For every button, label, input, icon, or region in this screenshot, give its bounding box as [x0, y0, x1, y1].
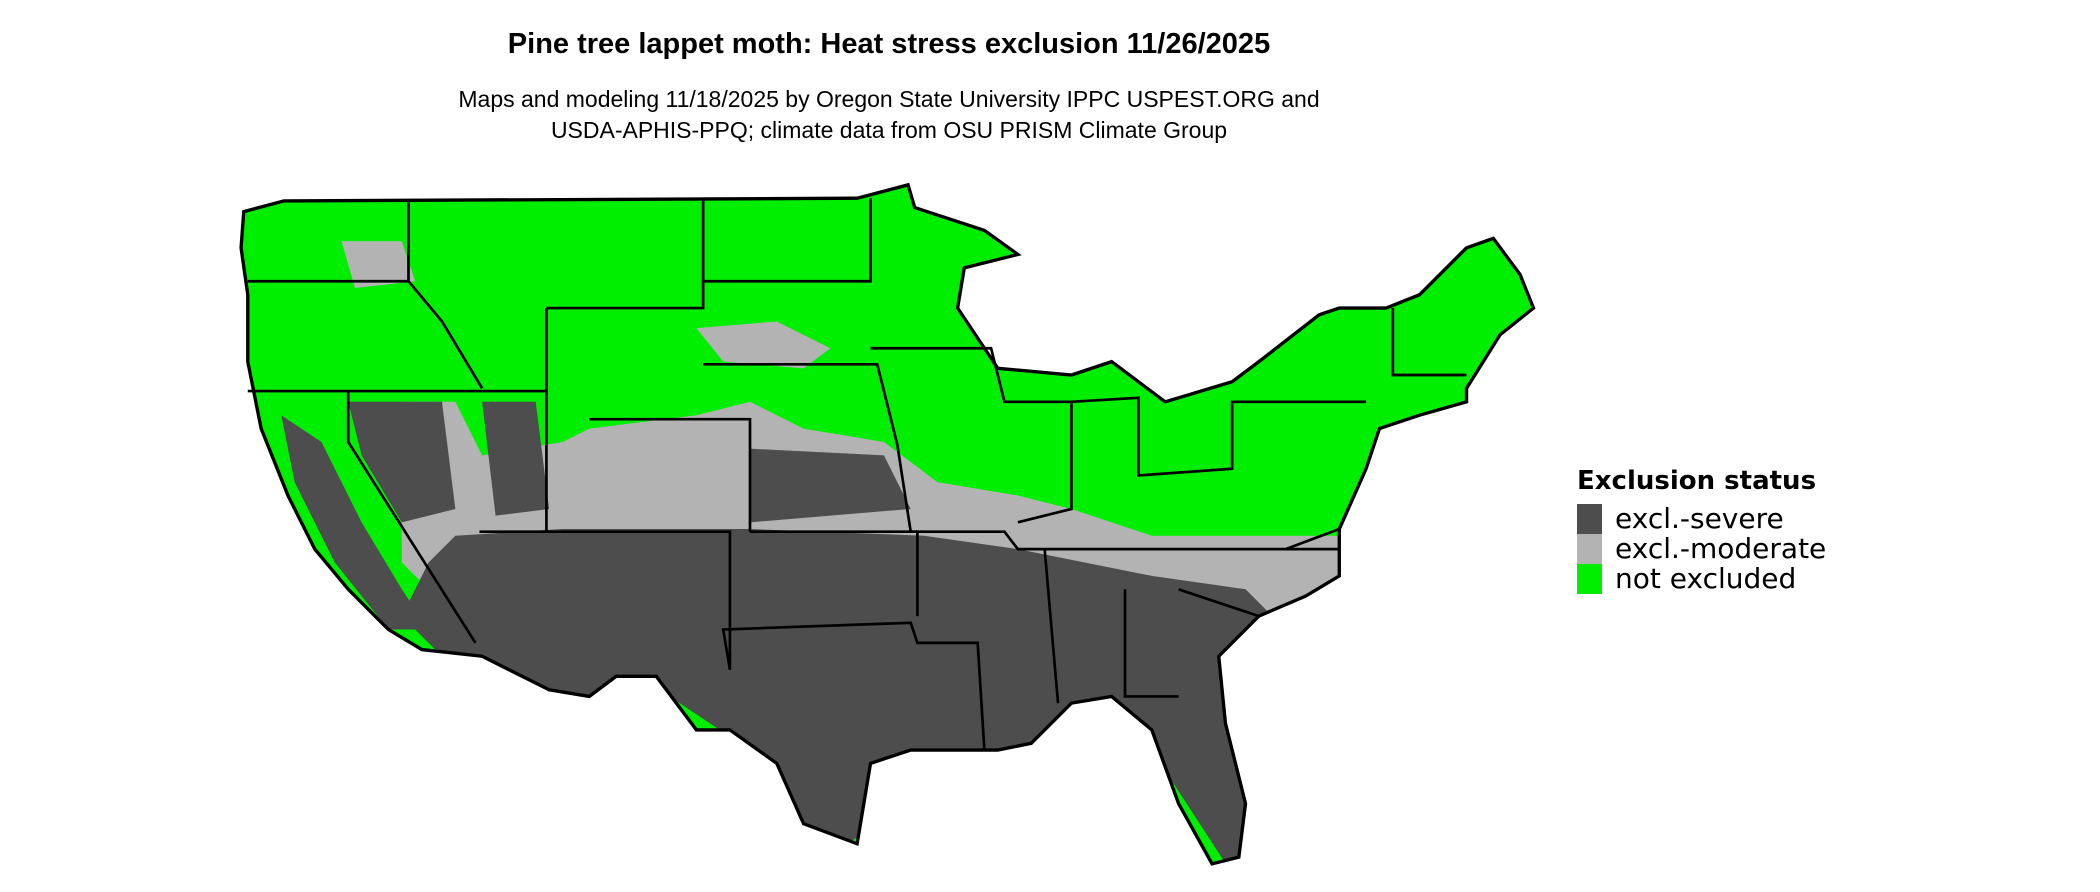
legend-label: not excluded — [1615, 562, 1797, 595]
legend-label: excl.-moderate — [1615, 532, 1827, 565]
legend-item-moderate: excl.-moderate — [1577, 534, 1826, 564]
map-title: Pine tree lappet moth: Heat stress exclu… — [507, 28, 1271, 60]
subtitle-line-1: Maps and modeling 11/18/2025 by Oregon S… — [458, 86, 1320, 112]
subtitle-line-2: USDA-APHIS-PPQ; climate data from OSU PR… — [550, 117, 1228, 143]
legend-item-severe: excl.-severe — [1577, 504, 1826, 534]
severe-exclusion-area — [281, 401, 1286, 864]
state-boundaries — [239, 183, 1536, 866]
legend-item-not-excluded: not excluded — [1577, 564, 1826, 594]
legend-title: Exclusion status — [1577, 466, 1817, 496]
legend-label: excl.-severe — [1615, 502, 1784, 535]
legend-swatch-not-excluded — [1577, 564, 1602, 594]
legend-swatch-moderate — [1577, 534, 1602, 564]
legend-swatch-severe — [1577, 504, 1602, 534]
map-subtitle: Maps and modeling 11/18/2025 by Oregon S… — [0, 84, 1778, 146]
legend: Exclusion status excl.-severe excl.-mode… — [1577, 466, 1826, 594]
